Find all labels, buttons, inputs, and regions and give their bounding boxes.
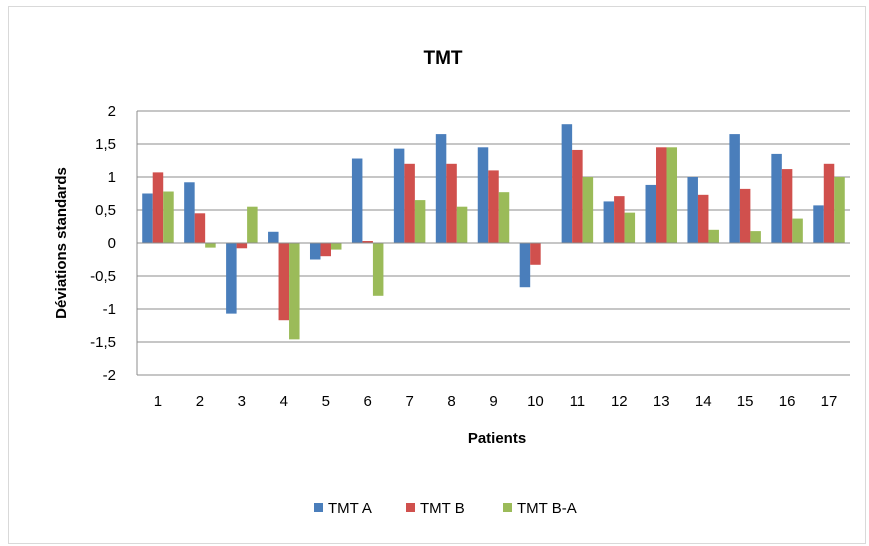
bar-tmt-b-a-patient-9 bbox=[498, 192, 510, 243]
x-tick-label: 15 bbox=[737, 393, 754, 410]
y-axis-title: Déviations standards bbox=[53, 167, 70, 319]
x-tick-labels: 1 2 3 4 5 6 7 8 9 10 11 12 13 14 15 16 17 bbox=[154, 393, 838, 410]
bar-tmt-b-a-patient-6 bbox=[372, 243, 384, 296]
y-tick-label: 1,5 bbox=[95, 136, 116, 153]
bar-tmt-a-patient-16 bbox=[771, 153, 782, 243]
x-tick-label: 17 bbox=[821, 393, 838, 410]
bar-tmt-b-patient-12 bbox=[614, 196, 625, 243]
y-tick-label: 1 bbox=[108, 169, 116, 186]
bar-tmt-a-patient-15 bbox=[729, 134, 740, 243]
bar-tmt-a-patient-8 bbox=[435, 134, 447, 243]
legend-label: TMT B bbox=[420, 500, 465, 517]
bar-tmt-b-patient-14 bbox=[697, 194, 709, 243]
bar-tmt-b-a-patient-5 bbox=[330, 243, 342, 250]
x-tick-label: 7 bbox=[405, 393, 413, 410]
bar-tmt-b-patient-9 bbox=[488, 170, 499, 243]
bar-tmt-b-a-patient-7 bbox=[414, 200, 426, 243]
bar-tmt-b-patient-4 bbox=[278, 243, 290, 321]
bar-tmt-b-patient-6 bbox=[362, 241, 373, 243]
bar-tmt-b-a-patient-4 bbox=[289, 243, 300, 340]
legend-swatch bbox=[314, 503, 323, 512]
bar-tmt-a-patient-6 bbox=[351, 158, 363, 243]
legend-swatch bbox=[503, 503, 512, 512]
x-tick-label: 5 bbox=[322, 393, 330, 410]
x-axis-title: Patients bbox=[468, 430, 526, 447]
bar-tmt-b-a-patient-1 bbox=[163, 191, 174, 243]
x-tick-label: 16 bbox=[779, 393, 796, 410]
bar-tmt-a-patient-7 bbox=[393, 148, 405, 243]
x-tick-label: 6 bbox=[364, 393, 372, 410]
x-tick-label: 14 bbox=[695, 393, 712, 410]
y-tick-label: 2 bbox=[108, 103, 116, 120]
legend-swatch bbox=[406, 503, 415, 512]
bar-tmt-b-patient-7 bbox=[404, 163, 415, 243]
bar-tmt-a-patient-10 bbox=[519, 243, 531, 288]
bar-tmt-a-patient-11 bbox=[561, 124, 573, 243]
bar-tmt-b-a-patient-8 bbox=[456, 206, 468, 243]
bar-tmt-b-patient-16 bbox=[781, 169, 793, 243]
x-tick-label: 4 bbox=[280, 393, 288, 410]
bars bbox=[137, 124, 850, 340]
bar-tmt-a-patient-4 bbox=[268, 231, 279, 243]
bar-tmt-b-patient-13 bbox=[656, 147, 667, 243]
bar-tmt-a-patient-9 bbox=[477, 147, 489, 243]
bar-tmt-b-patient-15 bbox=[739, 188, 751, 243]
bar-tmt-b-patient-17 bbox=[823, 163, 835, 243]
y-tick-labels: 2 1,5 1 0,5 0 -0,5 -1 -1,5 -2 bbox=[90, 103, 116, 384]
bar-tmt-b-patient-5 bbox=[320, 243, 331, 257]
bar-tmt-b-a-patient-15 bbox=[750, 231, 761, 243]
x-tick-label: 10 bbox=[527, 393, 544, 410]
y-tick-label: -1 bbox=[103, 301, 116, 318]
bar-tmt-b-patient-2 bbox=[194, 213, 206, 243]
legend-label: TMT B-A bbox=[517, 500, 577, 517]
x-tick-label: 13 bbox=[653, 393, 670, 410]
bar-tmt-b-patient-8 bbox=[446, 163, 457, 243]
bar-tmt-b-patient-10 bbox=[530, 243, 541, 265]
y-tick-label: -1,5 bbox=[90, 334, 116, 351]
bar-tmt-b-patient-3 bbox=[236, 243, 248, 249]
x-tick-label: 12 bbox=[611, 393, 628, 410]
bar-tmt-b-a-patient-13 bbox=[666, 147, 678, 243]
bar-tmt-a-patient-14 bbox=[687, 177, 698, 243]
y-tick-label: -0,5 bbox=[90, 268, 116, 285]
bar-tmt-a-patient-2 bbox=[184, 182, 195, 243]
bar-tmt-b-a-patient-11 bbox=[582, 177, 594, 243]
bar-tmt-b-a-patient-2 bbox=[205, 243, 216, 248]
y-tick-label: -2 bbox=[103, 367, 116, 384]
chart-title: TMT bbox=[423, 48, 462, 69]
x-tick-label: 11 bbox=[570, 393, 586, 410]
bar-tmt-b-a-patient-14 bbox=[708, 229, 719, 243]
bar-tmt-a-patient-12 bbox=[603, 201, 615, 243]
x-tick-label: 2 bbox=[196, 393, 204, 410]
bar-tmt-b-a-patient-16 bbox=[792, 218, 803, 243]
bar-tmt-b-a-patient-17 bbox=[834, 177, 845, 243]
x-tick-label: 9 bbox=[489, 393, 497, 410]
bar-tmt-a-patient-5 bbox=[309, 243, 321, 260]
bar-tmt-a-patient-3 bbox=[226, 243, 237, 314]
bar-tmt-b-patient-11 bbox=[572, 149, 583, 243]
x-tick-label: 3 bbox=[238, 393, 246, 410]
chart-frame bbox=[8, 6, 866, 544]
bar-tmt-b-a-patient-12 bbox=[624, 212, 636, 243]
bar-tmt-b-a-patient-3 bbox=[247, 206, 258, 243]
bar-tmt-b-patient-1 bbox=[152, 172, 164, 243]
x-tick-label: 1 bbox=[154, 393, 162, 410]
bar-tmt-a-patient-1 bbox=[142, 193, 153, 243]
bar-tmt-a-patient-17 bbox=[813, 205, 824, 243]
y-tick-label: 0,5 bbox=[95, 202, 116, 219]
legend: TMT A TMT B TMT B-A bbox=[314, 500, 577, 517]
bar-tmt-a-patient-13 bbox=[645, 184, 657, 243]
x-tick-label: 8 bbox=[447, 393, 455, 410]
legend-label: TMT A bbox=[328, 500, 372, 517]
y-tick-label: 0 bbox=[108, 235, 116, 252]
